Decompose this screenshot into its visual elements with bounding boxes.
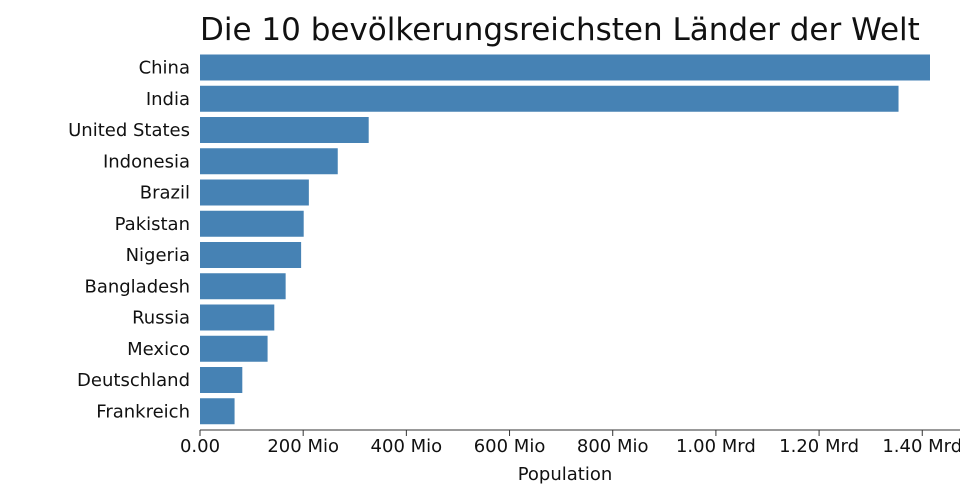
x-tick-label: 600 Mio <box>474 436 546 457</box>
category-label-bangladesh: Bangladesh <box>84 276 190 297</box>
bar-pakistan <box>200 210 304 237</box>
category-label-pakistan: Pakistan <box>115 214 190 235</box>
category-labels: China India United States Indonesia Brazil Pa… <box>68 58 190 423</box>
x-tick-label: 0.00 <box>180 436 220 457</box>
bar-china <box>200 54 930 81</box>
bar-nigeria <box>200 242 302 268</box>
x-axis-ticks: 0.00 200 Mio 400 Mio 600 Mio 800 Mio 1.00 Mrd… <box>180 430 960 457</box>
category-label-russia: Russia <box>132 308 190 329</box>
category-label-frankreich: Frankreich <box>96 401 190 422</box>
bar-indonesia <box>200 148 338 175</box>
bar-frankreich <box>200 398 235 425</box>
bars-group <box>200 54 930 425</box>
bar-united-states <box>200 117 369 143</box>
bar-bangladesh <box>200 273 286 300</box>
category-label-china: China <box>139 58 190 79</box>
category-label-brazil: Brazil <box>140 183 190 204</box>
category-label-indonesia: Indonesia <box>103 151 190 172</box>
x-tick-label: 1.00 Mrd <box>676 436 756 457</box>
x-tick-label: 800 Mio <box>577 436 649 457</box>
x-tick-label: 1.20 Mrd <box>779 436 859 457</box>
bar-deutschland <box>200 367 243 393</box>
category-label-mexico: Mexico <box>127 339 190 360</box>
x-tick-label: 400 Mio <box>371 436 443 457</box>
category-label-united-states: United States <box>68 120 190 141</box>
bar-russia <box>200 304 275 331</box>
bar-india <box>200 85 899 112</box>
bar-brazil <box>200 179 309 206</box>
x-axis-title: Population <box>518 464 613 485</box>
category-label-nigeria: Nigeria <box>126 245 190 266</box>
x-tick-label: 1.40 Mrd <box>882 436 960 457</box>
chart-title: Die 10 bevölkerungsreichsten Länder der … <box>200 12 920 48</box>
bar-mexico <box>200 335 268 362</box>
x-tick-label: 200 Mio <box>267 436 339 457</box>
category-label-deutschland: Deutschland <box>77 370 190 391</box>
category-label-india: India <box>146 89 190 110</box>
